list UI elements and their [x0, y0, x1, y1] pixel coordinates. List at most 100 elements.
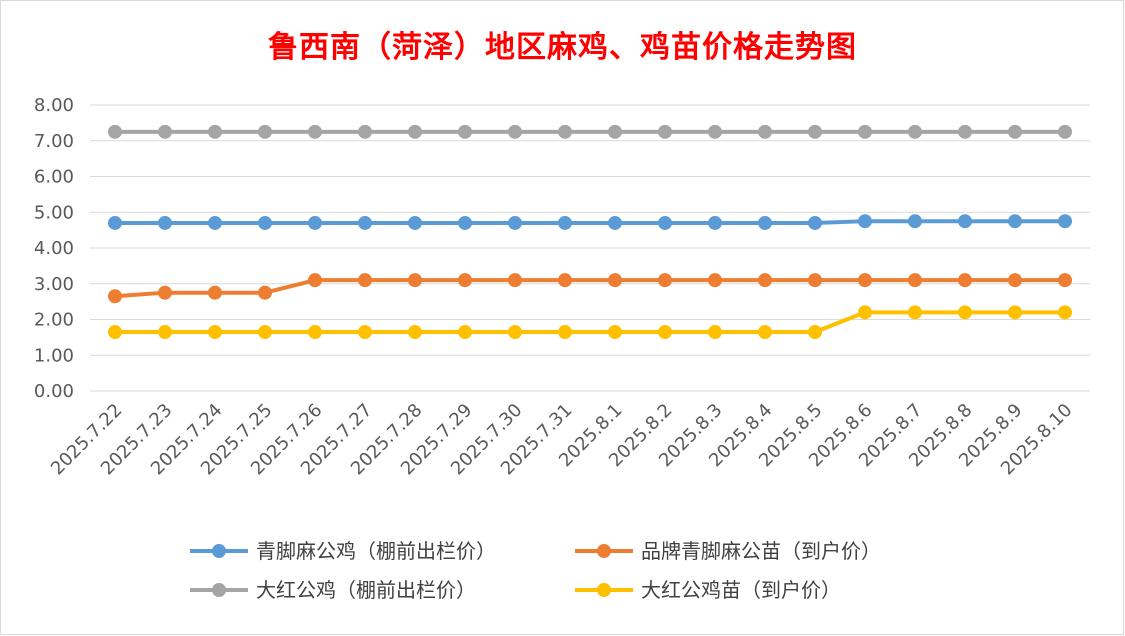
data-point — [208, 215, 222, 230]
data-point — [208, 124, 222, 139]
data-point — [308, 273, 322, 288]
y-tick-label: 0.00 — [34, 381, 74, 402]
data-point — [508, 215, 522, 230]
data-point — [908, 305, 922, 320]
data-point — [258, 215, 272, 230]
data-point — [308, 124, 322, 139]
data-point — [208, 285, 222, 300]
y-tick-label: 2.00 — [34, 310, 74, 331]
data-point — [608, 124, 622, 139]
series-line — [114, 278, 1065, 299]
series-line — [115, 219, 1065, 225]
chart-title: 鲁西南（菏泽）地区麻鸡、鸡苗价格走势图 — [268, 30, 857, 65]
legend-label: 大红公鸡苗（到户价） — [641, 578, 841, 602]
data-point — [258, 325, 272, 340]
data-point — [358, 215, 372, 230]
data-point — [358, 124, 372, 139]
data-point — [158, 325, 172, 340]
data-point — [808, 215, 822, 230]
data-point — [1058, 124, 1072, 139]
data-point — [608, 325, 622, 340]
data-point — [408, 215, 422, 230]
data-point — [958, 124, 972, 139]
data-point — [708, 124, 722, 139]
data-point — [108, 215, 122, 230]
data-point — [908, 124, 922, 139]
y-tick-label: 4.00 — [34, 238, 74, 259]
data-point — [608, 273, 622, 288]
data-point — [1058, 273, 1072, 288]
data-point — [958, 305, 972, 320]
data-point — [808, 273, 822, 288]
legend-label: 青脚麻公鸡（棚前出栏价） — [256, 539, 496, 563]
data-point — [558, 273, 572, 288]
data-point — [558, 325, 572, 340]
data-point — [1058, 214, 1072, 229]
data-point — [1058, 305, 1072, 320]
data-point — [708, 215, 722, 230]
data-point — [658, 325, 672, 340]
data-point — [958, 214, 972, 229]
data-point — [758, 273, 772, 288]
data-point — [858, 305, 872, 320]
legend-label: 大红公鸡（棚前出栏价） — [256, 578, 476, 602]
data-point — [108, 289, 122, 304]
data-point — [608, 215, 622, 230]
data-point — [1008, 214, 1022, 229]
legend-swatch-marker — [212, 583, 226, 597]
data-point — [858, 214, 872, 229]
data-point — [858, 124, 872, 139]
legend-swatch-marker — [212, 544, 226, 558]
data-point — [108, 325, 122, 340]
data-point — [308, 325, 322, 340]
data-point — [408, 124, 422, 139]
legend-swatch-marker — [597, 583, 611, 597]
data-point — [408, 325, 422, 340]
data-point — [558, 215, 572, 230]
data-point — [258, 285, 272, 300]
y-tick-label: 5.00 — [34, 202, 74, 223]
legend-swatch-marker — [597, 544, 611, 558]
data-point — [758, 215, 772, 230]
data-point — [158, 215, 172, 230]
data-point — [908, 273, 922, 288]
data-point — [858, 273, 872, 288]
data-point — [208, 325, 222, 340]
data-point — [358, 325, 372, 340]
y-tick-label: 3.00 — [34, 274, 74, 295]
data-point — [458, 325, 472, 340]
data-point — [308, 215, 322, 230]
data-point — [458, 124, 472, 139]
data-point — [508, 124, 522, 139]
data-point — [508, 325, 522, 340]
y-tick-label: 6.00 — [34, 167, 74, 188]
data-point — [108, 124, 122, 139]
data-point — [558, 124, 572, 139]
data-point — [808, 124, 822, 139]
data-point — [258, 124, 272, 139]
data-point — [1008, 124, 1022, 139]
data-point — [358, 273, 372, 288]
data-point — [808, 325, 822, 340]
data-point — [508, 273, 522, 288]
y-tick-label: 8.00 — [34, 95, 74, 116]
data-point — [658, 215, 672, 230]
data-point — [458, 273, 472, 288]
y-tick-label: 7.00 — [34, 131, 74, 152]
data-point — [458, 215, 472, 230]
data-point — [908, 214, 922, 229]
legend-label: 品牌青脚麻公苗（到户价） — [641, 539, 881, 563]
data-point — [658, 124, 672, 139]
data-point — [708, 325, 722, 340]
data-point — [758, 325, 772, 340]
series-line — [115, 310, 1065, 335]
y-tick-label: 1.00 — [34, 345, 74, 366]
data-point — [758, 124, 772, 139]
data-point — [1008, 273, 1022, 288]
data-point — [1008, 305, 1022, 320]
data-point — [708, 273, 722, 288]
data-point — [658, 273, 672, 288]
